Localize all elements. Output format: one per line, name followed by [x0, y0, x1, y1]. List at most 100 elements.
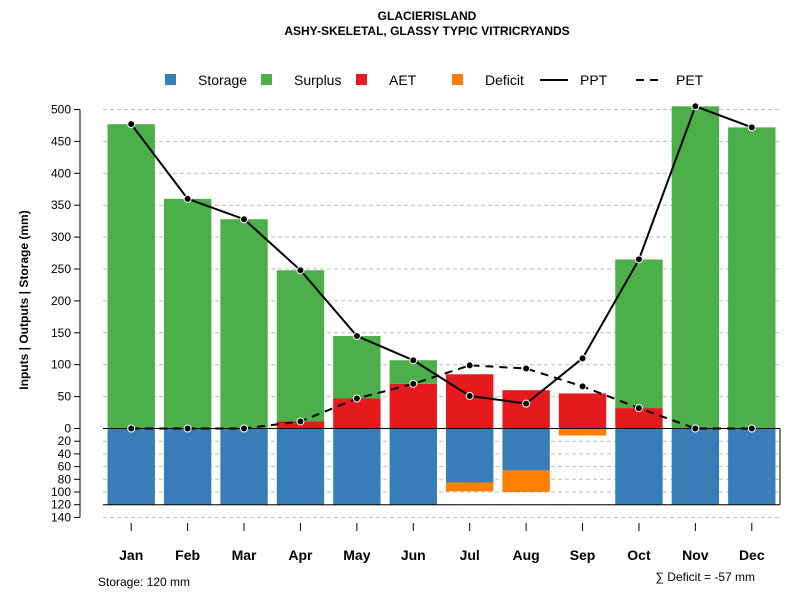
ppt-point: [127, 120, 136, 129]
storage-bar: [107, 428, 155, 505]
chart-title: GLACIERISLAND: [378, 9, 477, 23]
y-tick-label: 200: [51, 294, 71, 308]
storage-bar: [220, 428, 268, 505]
y-tick-label: 20: [58, 434, 72, 448]
legend-label: AET: [389, 72, 417, 88]
x-tick-label: May: [343, 547, 370, 563]
gridlines: [103, 109, 780, 518]
y-tick-label: 250: [51, 262, 71, 276]
ppt-point: [578, 354, 587, 363]
pet-point: [578, 382, 587, 391]
storage-bar: [333, 428, 381, 505]
y-tick-label: 140: [51, 510, 71, 524]
y-tick-label: 100: [51, 485, 71, 499]
ppt-point: [691, 102, 700, 111]
legend-swatch: [452, 74, 463, 85]
x-tick-label: Mar: [232, 547, 257, 563]
ppt-point: [634, 255, 643, 264]
x-tick-label: Jan: [119, 547, 143, 563]
y-tick-label: 350: [51, 198, 71, 212]
deficit-note: ∑ Deficit = -57 mm: [655, 570, 755, 584]
storage-note: Storage: 120 mm: [98, 575, 190, 589]
axes: 0501001502002503003504004505002040608010…: [51, 103, 765, 564]
pet-point: [409, 379, 418, 388]
x-tick-label: Jun: [401, 547, 426, 563]
storage-bar: [389, 428, 437, 505]
x-tick-label: Oct: [627, 547, 651, 563]
pet-point: [634, 404, 643, 413]
ppt-point: [352, 331, 361, 340]
y-tick-label: 300: [51, 230, 71, 244]
pet-point: [183, 424, 192, 433]
surplus-bar: [728, 127, 776, 429]
pet-point: [691, 424, 700, 433]
x-tick-label: Jul: [460, 547, 480, 563]
legend-swatch: [165, 74, 176, 85]
storage-bar: [276, 428, 325, 505]
legend-label: Storage: [198, 72, 247, 88]
y-tick-label: 120: [51, 498, 71, 512]
x-tick-label: Apr: [288, 547, 313, 563]
ppt-line: [130, 105, 753, 405]
storage-bar: [502, 428, 550, 471]
surplus-bar: [276, 270, 325, 422]
legend-label: Surplus: [294, 72, 341, 88]
y-tick-label: 60: [58, 460, 72, 474]
pet-line: [131, 364, 752, 430]
legend-label: Deficit: [485, 72, 524, 88]
bars: [103, 106, 781, 506]
deficit-bar: [558, 428, 607, 436]
ppt-point: [183, 194, 192, 203]
ppt-point: [409, 356, 418, 365]
ppt-point: [522, 399, 531, 408]
pet-point: [240, 424, 249, 433]
pet-point: [296, 417, 305, 426]
y-tick-label: 80: [58, 472, 72, 486]
surplus-bar: [615, 259, 663, 409]
aet-bar: [558, 393, 607, 429]
pet-point: [127, 424, 136, 433]
aet-bar: [333, 398, 381, 429]
legend: Storage Surplus AET Deficit PPT PET: [165, 72, 704, 88]
aet-bar: [446, 374, 494, 429]
storage-bar: [615, 428, 663, 505]
legend-label: PET: [676, 72, 704, 88]
storage-bar: [671, 428, 720, 505]
storage-bar: [728, 428, 776, 505]
pet-point: [747, 424, 756, 433]
surplus-bar: [389, 360, 437, 384]
x-tick-label: Sep: [570, 547, 596, 563]
aet-bar: [389, 383, 437, 429]
y-tick-label: 40: [58, 447, 72, 461]
surplus-bar: [220, 219, 268, 429]
deficit-bar: [446, 482, 494, 492]
y-axis-label: Inputs | Outputs | Storage (mm): [17, 210, 31, 389]
ppt-point: [240, 215, 249, 224]
pet-point: [352, 394, 361, 403]
storage-bar: [163, 428, 212, 505]
x-tick-label: Dec: [739, 547, 765, 563]
y-tick-label: 0: [64, 422, 71, 436]
y-tick-label: 400: [51, 166, 71, 180]
pet-point: [522, 364, 531, 373]
x-tick-label: Aug: [513, 547, 540, 563]
deficit-bar: [502, 470, 550, 492]
legend-swatch: [356, 74, 367, 85]
x-tick-label: Feb: [175, 547, 200, 563]
x-tick-label: Nov: [682, 547, 709, 563]
surplus-bar: [333, 335, 381, 399]
pet-point: [465, 361, 474, 370]
storage-bar: [446, 428, 494, 483]
aet-bar: [502, 390, 550, 429]
y-tick-label: 450: [51, 134, 71, 148]
y-tick-label: 50: [58, 390, 72, 404]
lines: [127, 102, 756, 433]
y-tick-label: 150: [51, 326, 71, 340]
legend-swatch: [261, 74, 272, 85]
y-tick-label: 500: [51, 103, 71, 117]
ppt-point: [747, 123, 756, 132]
legend-label: PPT: [580, 72, 608, 88]
surplus-bar: [107, 124, 155, 429]
chart-subtitle: ASHY-SKELETAL, GLASSY TYPIC VITRICRYANDS: [284, 24, 569, 38]
